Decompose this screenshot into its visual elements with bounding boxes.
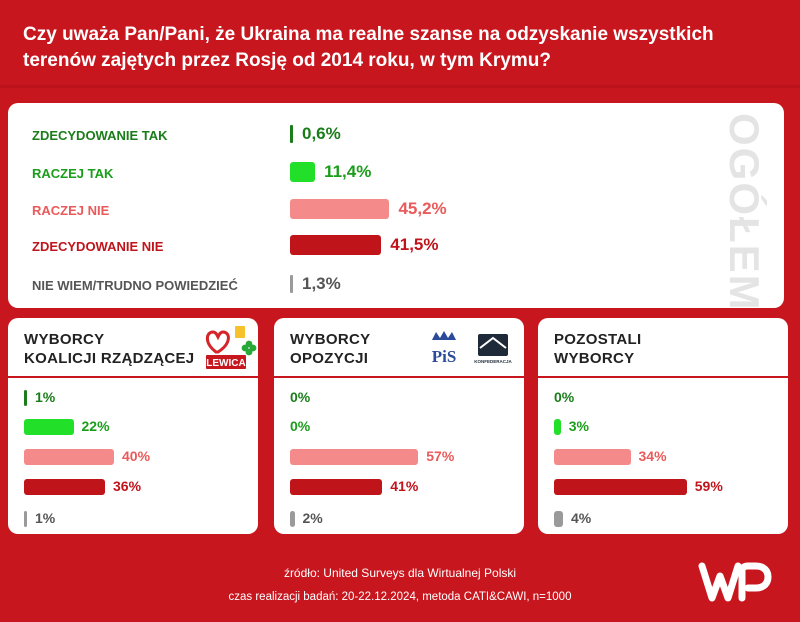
overall-bar-raczej-tak (290, 162, 316, 182)
group-divider (274, 376, 524, 378)
group-value-raczej-nie: 40% (122, 448, 151, 464)
overall-value-raczej-nie: 45,2% (398, 199, 447, 218)
group-bar-zdecydowanie-nie (554, 479, 687, 495)
group-value-zdecydowanie-nie: 36% (113, 478, 142, 494)
group-others-panel: POZOSTALI WYBORCY 0% 3% 34% 59% 4% (538, 318, 788, 534)
group-value-raczej-nie: 34% (638, 448, 667, 464)
group-title-line2: WYBORCY (554, 350, 635, 367)
group-bar-raczej-tak (554, 419, 561, 435)
group-title-line2: KOALICJI RZĄDZĄCEJ (24, 350, 195, 367)
overall-bar-zdecydowanie-nie (290, 235, 382, 255)
group-value-zdecydowanie-nie: 41% (390, 478, 419, 494)
group-title-line1: WYBORCY (24, 331, 105, 348)
group-title: POZOSTALI WYBORCY (554, 330, 641, 368)
group-title: WYBORCY KOALICJI RZĄDZĄCEJ (24, 330, 194, 368)
overall-side-label: OGÓŁEM (721, 113, 768, 312)
opposition-logos: PiS KONFEDERACJA (424, 328, 514, 373)
heart-logo-icon: LEWICA (205, 326, 257, 369)
group-title-line2: OPOZYCJI (290, 350, 369, 367)
group-value-nie-wiem: 1% (35, 510, 56, 526)
group-value-zdecydowanie-nie: 59% (694, 478, 723, 494)
overall-label-nie-wiem: NIE WIEM/TRUDNO POWIEDZIEĆ (32, 278, 238, 293)
title-divider (0, 85, 800, 88)
overall-label-zdecydowanie-nie: ZDECYDOWANIE NIE (32, 239, 164, 254)
group-bar-nie-wiem (554, 511, 563, 527)
group-title: WYBORCY OPOZYCJI (290, 330, 370, 368)
group-value-nie-wiem: 2% (302, 510, 323, 526)
group-bar-zdecydowanie-nie (24, 479, 105, 495)
chart-title: Czy uważa Pan/Pani, że Ukraina ma realne… (23, 24, 714, 71)
group-bar-raczej-tak (24, 419, 74, 435)
konfederacja-logo-text: KONFEDERACJA (474, 359, 512, 364)
group-value-raczej-nie: 57% (426, 448, 455, 464)
group-bar-raczej-nie (554, 449, 631, 465)
group-value-zdecydowanie-tak: 1% (35, 389, 56, 405)
group-coalition-panel: WYBORCY KOALICJI RZĄDZĄCEJ LEWICA 1% 22% 4… (8, 318, 258, 534)
group-title-line1: POZOSTALI (554, 331, 642, 348)
group-value-raczej-tak: 22% (81, 418, 110, 434)
group-value-zdecydowanie-tak: 0% (290, 389, 311, 405)
group-opposition-panel: WYBORCY OPOZYCJI PiS KONFEDERACJA 0% 0% 57… (274, 318, 524, 534)
overall-label-zdecydowanie-tak: ZDECYDOWANIE TAK (32, 128, 168, 143)
coalition-logos: LEWICA (202, 324, 258, 377)
overall-bar-nie-wiem (290, 275, 293, 293)
pis-logo-text: PiS (432, 347, 457, 366)
party-logos-icon: PiS KONFEDERACJA (432, 331, 512, 366)
footer-method: czas realizacji badań: 20-22.12.2024, me… (228, 591, 572, 603)
overall-bar-zdecydowanie-tak (290, 125, 293, 143)
group-bar-zdecydowanie-nie (290, 479, 383, 495)
group-bar-raczej-nie (290, 449, 419, 465)
overall-value-nie-wiem: 1,3% (302, 274, 341, 293)
overall-bar-raczej-nie (290, 199, 390, 219)
wp-logo-icon (698, 562, 772, 602)
overall-value-zdecydowanie-nie: 41,5% (390, 235, 439, 254)
group-bar-nie-wiem (290, 511, 295, 527)
group-divider (538, 376, 788, 378)
group-value-raczej-tak: 3% (568, 418, 589, 434)
group-value-nie-wiem: 4% (571, 510, 592, 526)
footer-source: źródło: United Surveys dla Wirtualnej Po… (283, 566, 517, 580)
group-title-line1: WYBORCY (290, 331, 371, 348)
group-bar-zdecydowanie-tak (24, 390, 27, 406)
lewica-logo-text: LEWICA (206, 358, 245, 369)
overall-value-zdecydowanie-tak: 0,6% (302, 124, 341, 143)
overall-label-raczej-nie: RACZEJ NIE (32, 203, 110, 218)
overall-panel: OGÓŁEM ZDECYDOWANIE TAK 0,6% RACZEJ TAK 11,… (8, 103, 784, 312)
overall-label-raczej-tak: RACZEJ TAK (32, 166, 114, 181)
group-bar-nie-wiem (24, 511, 27, 527)
group-value-raczej-tak: 0% (290, 418, 311, 434)
group-value-zdecydowanie-tak: 0% (554, 389, 575, 405)
group-divider (8, 376, 258, 378)
overall-value-raczej-tak: 11,4% (324, 162, 372, 181)
group-bar-raczej-nie (24, 449, 114, 465)
